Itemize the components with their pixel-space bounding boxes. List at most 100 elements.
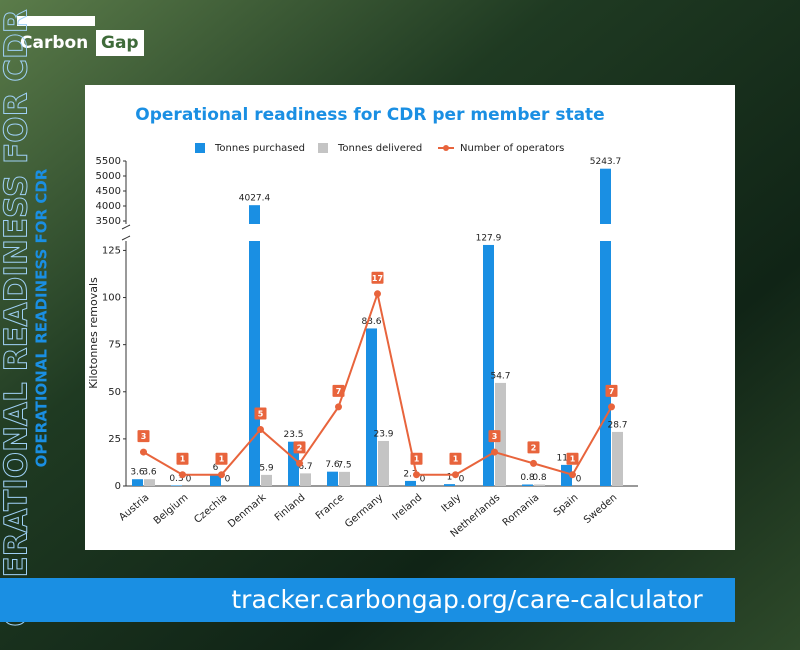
url: tracker.carbongap.org/care-calculator xyxy=(231,585,703,614)
operators-label-box xyxy=(449,452,462,465)
value-label: 127.9 xyxy=(476,233,502,243)
value-label: 0.8 xyxy=(520,473,535,483)
operators-label-box xyxy=(410,452,423,465)
side-title-outline: OPERATIONAL READINESS FOR CDR xyxy=(0,9,35,626)
y-tick-label: 100 xyxy=(102,293,121,304)
operators-label-box xyxy=(176,452,189,465)
y-tick-label: 4500 xyxy=(96,186,121,197)
bar xyxy=(249,241,260,486)
bar xyxy=(339,471,350,486)
value-label: 23.5 xyxy=(283,430,303,440)
value-label: 5.9 xyxy=(259,463,274,473)
legend-dot xyxy=(443,145,449,151)
y-tick-label: 4000 xyxy=(96,201,121,212)
logo-word: Gap xyxy=(101,33,139,53)
y-tick-label: 5000 xyxy=(96,171,121,182)
bar xyxy=(561,464,572,486)
y-tick-label: 25 xyxy=(108,434,121,445)
value-label: 0 xyxy=(420,475,426,485)
value-label: 4027.4 xyxy=(239,194,271,204)
operators-label-box xyxy=(137,430,150,443)
chart-panel xyxy=(85,85,735,550)
operators-point xyxy=(569,471,576,479)
url-bar xyxy=(0,578,735,622)
chart-title: Operational readiness for CDR per member… xyxy=(135,105,604,125)
y-tick-label: 3500 xyxy=(96,216,121,227)
value-label: 0 xyxy=(576,475,582,485)
operators-label-box xyxy=(566,452,579,465)
operators-point xyxy=(296,459,303,467)
legend-label: Tonnes purchased xyxy=(214,143,305,154)
value-label: 3.6 xyxy=(142,468,157,478)
legend-swatch xyxy=(195,143,205,153)
y-tick-label: 0 xyxy=(115,481,121,492)
bar xyxy=(444,484,455,486)
operators-point xyxy=(374,290,381,298)
operators-point xyxy=(257,425,264,433)
value-label: 0.8 xyxy=(532,473,547,483)
value-label: 23.9 xyxy=(373,429,393,439)
bar-upper xyxy=(249,205,260,224)
operators-label: 2 xyxy=(297,443,303,452)
axis-break xyxy=(121,235,131,241)
axis-break xyxy=(121,224,131,230)
bar xyxy=(522,484,533,486)
bar xyxy=(534,484,545,486)
bar xyxy=(483,244,494,486)
legend-label: Number of operators xyxy=(460,143,564,154)
operators-label: 1 xyxy=(414,455,420,464)
operators-label: 1 xyxy=(453,455,459,464)
operators-point xyxy=(179,471,186,479)
side-title: OPERATIONAL READINESS FOR CDR xyxy=(33,168,51,467)
value-label: 7.5 xyxy=(337,460,351,470)
operators-label-box xyxy=(293,441,306,454)
operators-label: 7 xyxy=(609,387,615,396)
operators-label-box xyxy=(527,441,540,454)
logo-box xyxy=(96,30,144,56)
operators-label-box xyxy=(215,452,228,465)
bar xyxy=(210,474,221,486)
operators-label: 7 xyxy=(336,387,342,396)
operators-label-box xyxy=(605,384,618,397)
value-label: 28.7 xyxy=(607,420,627,430)
value-label: 1 xyxy=(447,473,453,483)
y-tick-label: 75 xyxy=(108,340,121,351)
bar xyxy=(366,328,377,486)
value-label: 54.7 xyxy=(490,371,510,381)
operators-label-box xyxy=(488,430,501,443)
bar xyxy=(405,480,416,486)
operators-label: 1 xyxy=(180,455,186,464)
bar xyxy=(300,473,311,486)
value-label: 2.7 xyxy=(403,469,417,479)
value-label: 0.3 xyxy=(169,474,183,484)
operators-point xyxy=(140,448,147,456)
operators-point xyxy=(608,403,615,411)
y-tick-label: 50 xyxy=(108,387,121,398)
value-label: 3.6 xyxy=(130,468,145,478)
operators-point xyxy=(452,471,459,479)
value-label: 6 xyxy=(213,463,219,473)
y-tick-label: 125 xyxy=(102,245,121,256)
operators-label: 3 xyxy=(141,432,147,441)
value-label: 6.7 xyxy=(298,462,312,472)
y-axis-label: Kilotonnes removals xyxy=(87,277,100,389)
logo-word: Carbon xyxy=(20,33,88,53)
legend-swatch xyxy=(318,143,328,153)
operators-label: 1 xyxy=(570,455,576,464)
operators-label-box xyxy=(254,407,267,420)
operators-label: 3 xyxy=(492,432,498,441)
value-label: 0 xyxy=(459,475,465,485)
operators-point xyxy=(530,459,537,467)
bar xyxy=(378,440,389,486)
operators-label-box xyxy=(332,384,345,397)
bar xyxy=(132,479,143,486)
bar xyxy=(327,471,338,486)
bar xyxy=(261,474,272,486)
logo-bar xyxy=(17,16,95,26)
value-label: 0 xyxy=(225,475,231,485)
operators-label: 5 xyxy=(258,409,264,418)
operators-point xyxy=(218,471,225,479)
bar xyxy=(288,441,299,486)
value-label: 83.6 xyxy=(361,317,381,327)
